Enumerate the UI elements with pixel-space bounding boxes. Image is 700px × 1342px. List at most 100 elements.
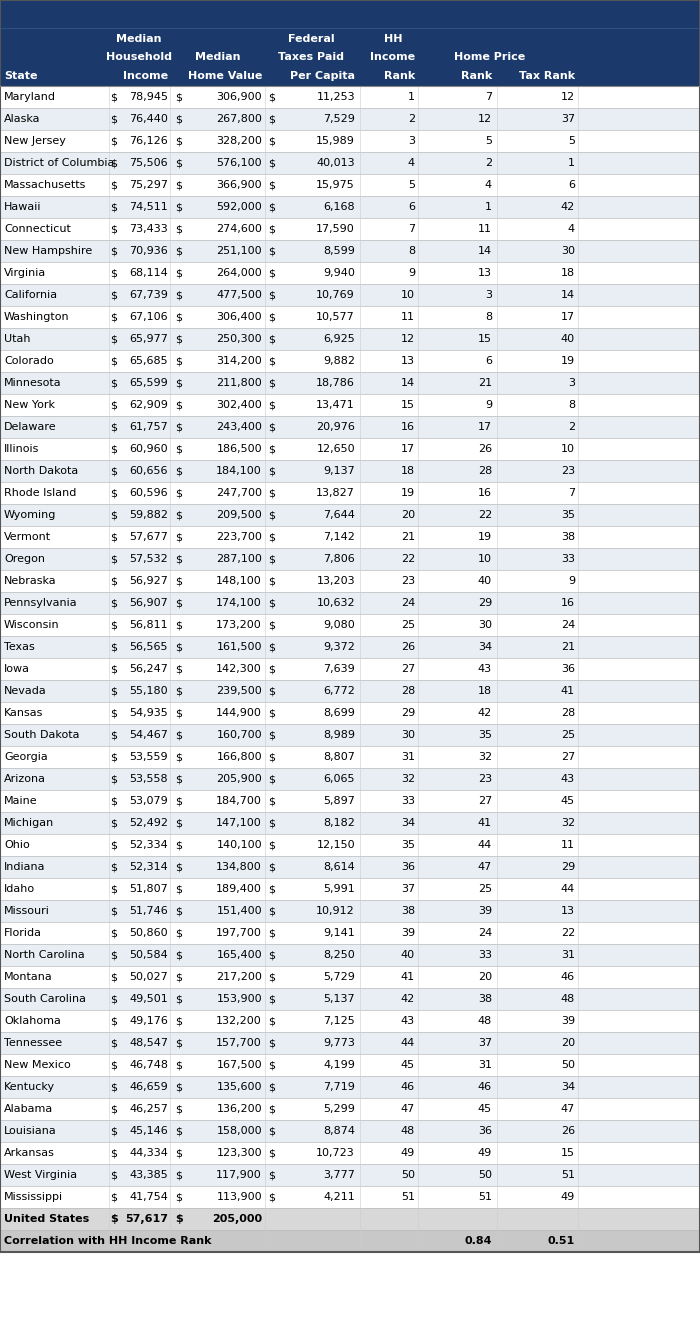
Text: $: $: [110, 796, 117, 807]
Text: $: $: [175, 158, 182, 168]
Text: 7,639: 7,639: [323, 664, 355, 674]
Text: 18: 18: [401, 466, 415, 476]
Text: 6: 6: [408, 203, 415, 212]
Text: South Carolina: South Carolina: [4, 994, 86, 1004]
Text: Idaho: Idaho: [4, 884, 35, 894]
Text: Washington: Washington: [4, 311, 69, 322]
Text: 28: 28: [400, 686, 415, 696]
Text: Maine: Maine: [4, 796, 38, 807]
Text: $: $: [175, 819, 182, 828]
Text: 366,900: 366,900: [216, 180, 262, 191]
Text: $: $: [175, 972, 182, 982]
Text: 60,596: 60,596: [130, 488, 168, 498]
Text: $: $: [110, 158, 117, 168]
Text: 36: 36: [401, 862, 415, 872]
Text: Montana: Montana: [4, 972, 52, 982]
Text: $: $: [110, 774, 117, 784]
Text: 26: 26: [478, 444, 492, 454]
Text: 44: 44: [400, 1037, 415, 1048]
Bar: [0, 878, 700, 900]
Text: $: $: [175, 444, 182, 454]
Text: $: $: [110, 1170, 117, 1180]
Text: 37: 37: [401, 884, 415, 894]
Text: 13: 13: [478, 268, 492, 278]
Text: $: $: [175, 1082, 182, 1092]
Text: 6,168: 6,168: [323, 203, 355, 212]
Text: $: $: [110, 1082, 117, 1092]
Text: 13: 13: [401, 356, 415, 366]
Text: 50,584: 50,584: [130, 950, 168, 960]
Text: United States: United States: [4, 1215, 90, 1224]
Text: $: $: [175, 862, 182, 872]
Text: $: $: [175, 554, 182, 564]
Text: $: $: [175, 752, 182, 762]
Text: 592,000: 592,000: [216, 203, 262, 212]
Text: 20: 20: [561, 1037, 575, 1048]
Text: $: $: [110, 1016, 117, 1027]
Text: $: $: [110, 93, 117, 102]
Text: Rank: Rank: [384, 71, 415, 82]
Text: 113,900: 113,900: [216, 1192, 262, 1202]
Text: 39: 39: [478, 906, 492, 917]
Text: $: $: [175, 246, 182, 256]
Text: $: $: [268, 950, 275, 960]
Text: 78,945: 78,945: [129, 93, 168, 102]
Text: $: $: [110, 180, 117, 191]
Text: 4: 4: [408, 158, 415, 168]
Text: 43: 43: [401, 1016, 415, 1027]
Text: $: $: [175, 1215, 183, 1224]
Text: 5,729: 5,729: [323, 972, 355, 982]
Text: 3: 3: [408, 136, 415, 146]
Text: $: $: [110, 510, 117, 519]
Text: Maryland: Maryland: [4, 93, 56, 102]
Text: $: $: [110, 906, 117, 917]
Text: New Mexico: New Mexico: [4, 1060, 71, 1070]
Text: 7,719: 7,719: [323, 1082, 355, 1092]
Text: 6,772: 6,772: [323, 686, 355, 696]
Text: 26: 26: [561, 1126, 575, 1135]
Text: $: $: [110, 334, 117, 344]
Text: Utah: Utah: [4, 334, 31, 344]
Text: New Jersey: New Jersey: [4, 136, 66, 146]
Text: 12: 12: [478, 114, 492, 123]
Text: 38: 38: [561, 531, 575, 542]
Text: 24: 24: [400, 599, 415, 608]
Text: 31: 31: [401, 752, 415, 762]
Text: $: $: [110, 466, 117, 476]
Text: 148,100: 148,100: [216, 576, 262, 586]
Text: 31: 31: [478, 1060, 492, 1070]
Text: 166,800: 166,800: [216, 752, 262, 762]
Text: 9: 9: [408, 268, 415, 278]
Bar: [0, 548, 700, 570]
Text: 46,257: 46,257: [129, 1104, 168, 1114]
Text: 23: 23: [561, 466, 575, 476]
Text: 239,500: 239,500: [216, 686, 262, 696]
Text: $: $: [110, 531, 117, 542]
Text: $: $: [175, 466, 182, 476]
Text: 14: 14: [401, 378, 415, 388]
Text: 56,927: 56,927: [129, 576, 168, 586]
Text: 29: 29: [561, 862, 575, 872]
Text: 136,200: 136,200: [216, 1104, 262, 1114]
Text: $: $: [110, 554, 117, 564]
Text: 3,777: 3,777: [323, 1170, 355, 1180]
Text: 11: 11: [561, 840, 575, 849]
Text: $: $: [110, 862, 117, 872]
Text: 189,400: 189,400: [216, 884, 262, 894]
Text: Income: Income: [370, 52, 416, 62]
Bar: [0, 1231, 700, 1252]
Text: 25: 25: [478, 884, 492, 894]
Text: 306,900: 306,900: [216, 93, 262, 102]
Text: 28: 28: [561, 709, 575, 718]
Text: $: $: [110, 1192, 117, 1202]
Bar: [0, 505, 700, 526]
Text: $: $: [110, 840, 117, 849]
Bar: [0, 702, 700, 723]
Bar: [0, 327, 700, 350]
Text: $: $: [110, 268, 117, 278]
Text: 34: 34: [401, 819, 415, 828]
Text: 9,773: 9,773: [323, 1037, 355, 1048]
Text: Alaska: Alaska: [4, 114, 41, 123]
Bar: [0, 1032, 700, 1053]
Text: $: $: [175, 136, 182, 146]
